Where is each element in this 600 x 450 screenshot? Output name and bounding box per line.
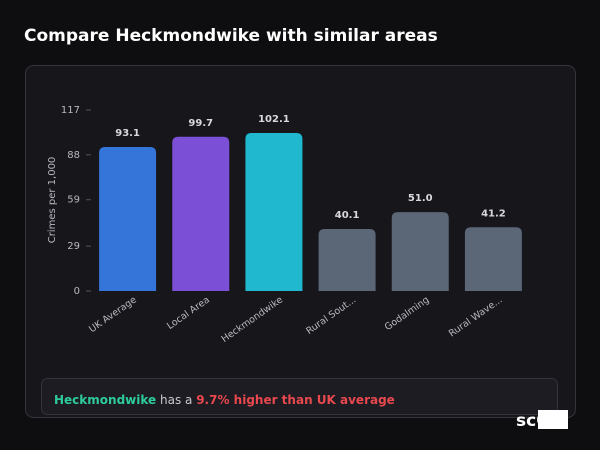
bar [318,228,376,291]
bar [245,133,303,291]
value-label: 93.1 [115,128,140,139]
callout-box [41,378,558,415]
bar [172,136,230,291]
value-label: 41.2 [481,208,506,219]
value-label: 102.1 [258,114,290,125]
callout-highlight: 9.7% higher than UK average [196,393,395,407]
y-tick-label: 88 [67,150,80,161]
y-tick-label: 0 [74,286,80,297]
logo: scOS [516,411,563,431]
value-label: 40.1 [335,210,360,221]
y-tick-label: 117 [61,105,80,116]
page-title: Compare Heckmondwike with similar areas [24,26,438,46]
y-tick-label: 59 [67,195,80,206]
bar [391,212,449,291]
bar [464,227,522,291]
bar [99,146,157,291]
callout-connector: has a [160,393,192,407]
value-label: 99.7 [188,118,213,129]
y-tick-label: 29 [67,241,80,252]
value-label: 51.0 [408,193,433,204]
y-axis-label: Crimes per 1,000 [47,157,58,244]
logo-box [538,410,568,429]
callout-area: Heckmondwike [54,393,156,407]
callout-text: Heckmondwike has a 9.7% higher than UK a… [54,393,395,407]
